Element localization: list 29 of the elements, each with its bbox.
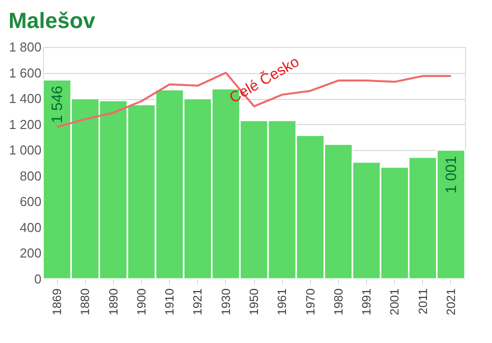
x-tick-label: 1950 bbox=[247, 288, 261, 316]
y-tick-label: 800 bbox=[20, 168, 42, 184]
text: Celé Česko bbox=[226, 52, 302, 107]
x-tick-label: 1930 bbox=[218, 288, 233, 316]
chart-title: Malešov bbox=[8, 8, 96, 33]
x-tick-label: 2021 bbox=[444, 288, 458, 316]
y-tick-label: 0 bbox=[34, 272, 42, 286]
x-tick-label: 1890 bbox=[106, 288, 120, 316]
x-tick-label: 1980 bbox=[331, 288, 346, 316]
y-tick-label: 200 bbox=[20, 246, 42, 261]
y-tick-label: 1 400 bbox=[8, 91, 42, 106]
x-tick-label: 1991 bbox=[360, 288, 374, 316]
y-tick-label: 1 200 bbox=[8, 116, 42, 132]
x-tick-label: 1961 bbox=[275, 288, 290, 316]
x-tick-label: 2011 bbox=[416, 288, 430, 314]
y-tick-label: 1 000 bbox=[8, 142, 42, 158]
x-tick-label: 1869 bbox=[50, 288, 64, 316]
y-tick-label: 400 bbox=[20, 220, 42, 235]
x-tick-label: 1970 bbox=[303, 288, 318, 316]
y-tick-label: 600 bbox=[20, 194, 42, 210]
x-tick-label: 2001 bbox=[388, 288, 402, 316]
x-tick-label: 1921 bbox=[190, 288, 205, 316]
y-tick-label: 1 800 bbox=[8, 40, 42, 54]
x-tick-label: 1880 bbox=[78, 288, 92, 316]
y-tick-label: 1 600 bbox=[8, 65, 42, 80]
data-label: 1 001 bbox=[442, 156, 460, 194]
data-label: 1 546 bbox=[49, 86, 66, 124]
x-tick-label: 1910 bbox=[162, 288, 177, 316]
x-tick-label: 1900 bbox=[134, 288, 148, 316]
